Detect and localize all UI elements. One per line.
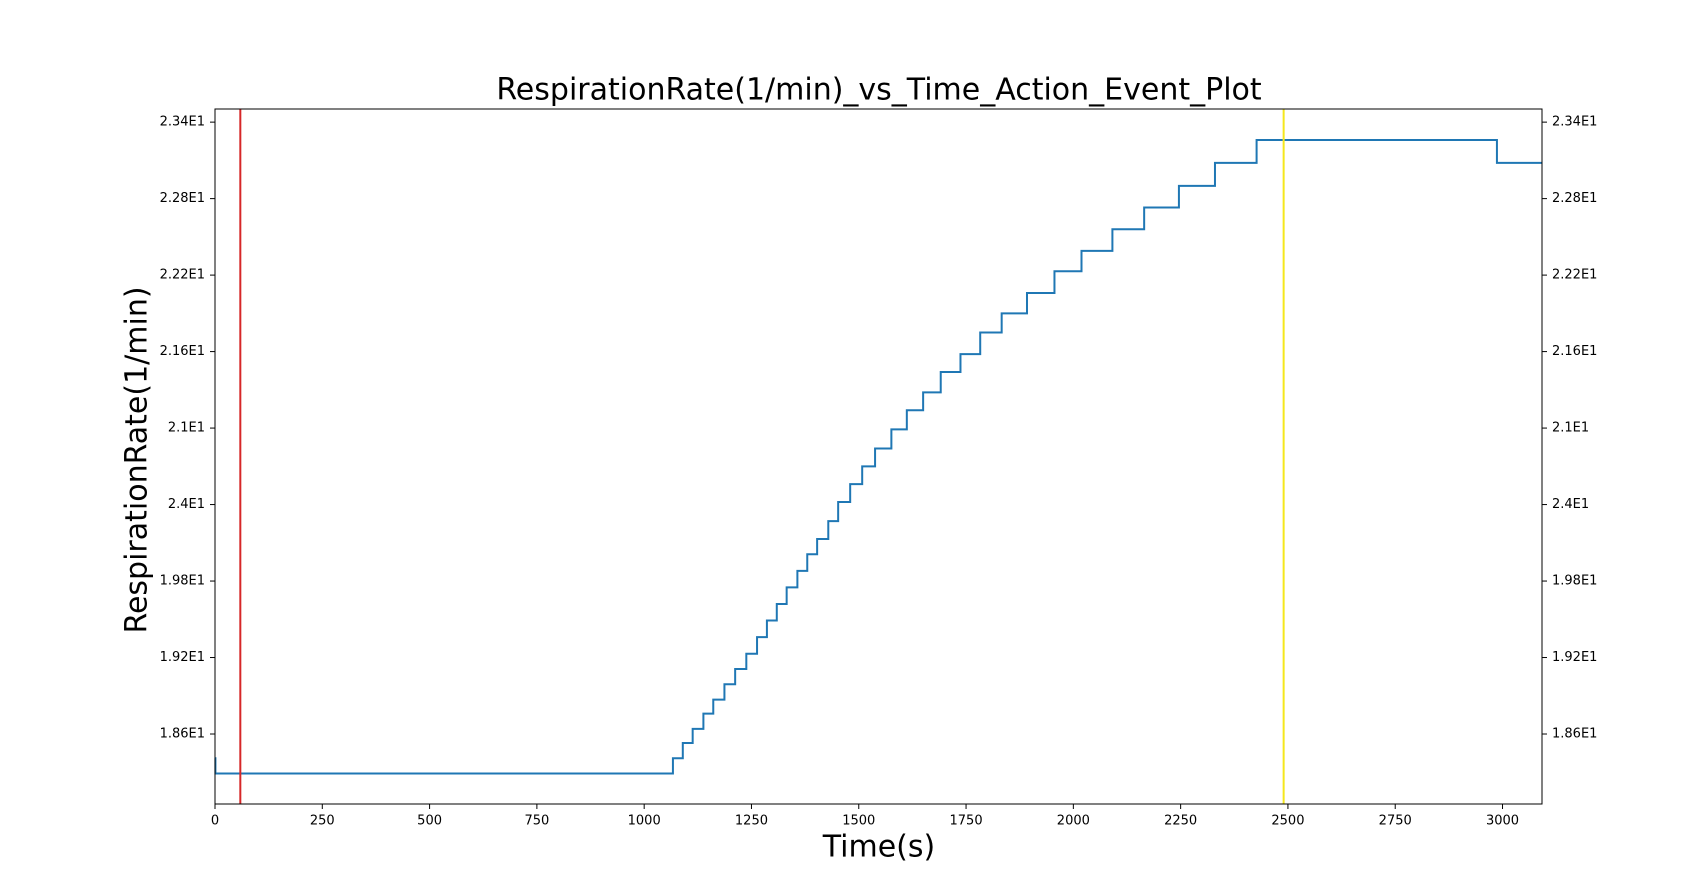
- y-tick-label-right: 2.28E1: [1552, 191, 1597, 206]
- chart-title: RespirationRate(1/min)_vs_Time_Action_Ev…: [496, 73, 1262, 108]
- x-tick-label: 1000: [628, 814, 661, 829]
- x-tick-label: 2500: [1271, 814, 1304, 829]
- y-tick-label: 2.16E1: [160, 344, 205, 359]
- y-tick-label-right: 2.4E1: [1552, 497, 1589, 512]
- y-tick-label-right: 1.92E1: [1552, 650, 1597, 665]
- y-tick-label: 2.22E1: [160, 268, 205, 283]
- y-tick-label-right: 1.98E1: [1552, 574, 1597, 589]
- y-tick-label: 2.34E1: [160, 115, 205, 130]
- x-tick-label: 1500: [842, 814, 875, 829]
- y-tick-label-right: 2.34E1: [1552, 115, 1597, 130]
- plot-frame: [214, 108, 1543, 805]
- x-tick-label: 0: [211, 814, 219, 829]
- x-tick-label: 1250: [735, 814, 768, 829]
- y-tick-label-right: 2.22E1: [1552, 268, 1597, 283]
- y-tick-label-right: 2.1E1: [1552, 421, 1589, 436]
- x-tick-label: 2250: [1164, 814, 1197, 829]
- x-tick-label: 750: [524, 814, 549, 829]
- y-tick-label: 2.28E1: [160, 191, 205, 206]
- x-tick-label: 250: [310, 814, 335, 829]
- y-tick-label-right: 2.16E1: [1552, 344, 1597, 359]
- x-tick-label: 1750: [950, 814, 983, 829]
- y-tick-label: 2.1E1: [168, 421, 205, 436]
- x-tick-label: 3000: [1486, 814, 1519, 829]
- y-axis-label: RespirationRate(1/min): [120, 286, 155, 633]
- x-axis-label: Time(s): [822, 830, 935, 865]
- y-tick-label: 2.4E1: [168, 497, 205, 512]
- x-tick-label: 2750: [1379, 814, 1412, 829]
- x-tick-label: 2000: [1057, 814, 1090, 829]
- line-series: [214, 138, 1542, 775]
- x-tick-label: 500: [417, 814, 442, 829]
- y-tick-label-right: 1.86E1: [1552, 727, 1597, 742]
- y-tick-label: 1.98E1: [160, 574, 205, 589]
- y-tick-label: 1.92E1: [160, 650, 205, 665]
- y-tick-label: 1.86E1: [160, 727, 205, 742]
